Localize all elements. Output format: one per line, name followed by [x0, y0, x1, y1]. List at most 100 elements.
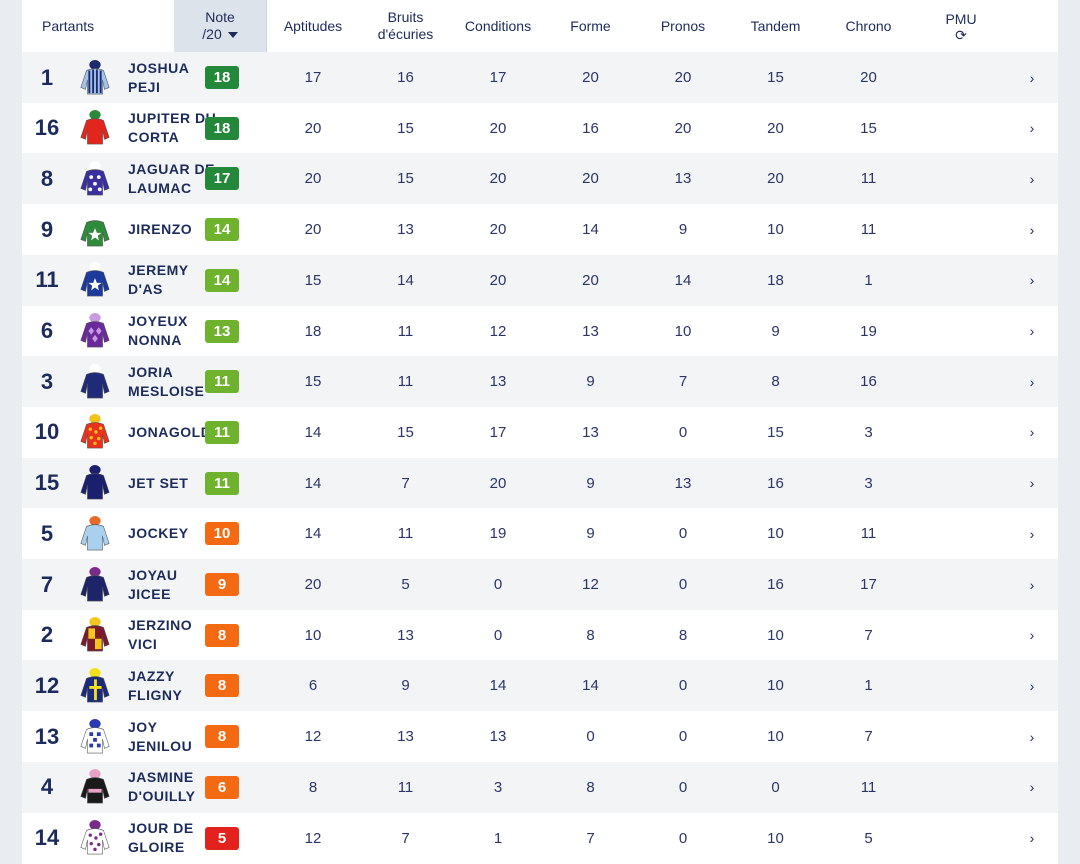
chevron-right-icon[interactable]: ›: [1029, 779, 1035, 796]
chevron-right-icon[interactable]: ›: [1029, 525, 1035, 542]
header-partants: Partants: [42, 17, 95, 34]
score-chrono: 3: [864, 423, 873, 441]
chevron-right-icon[interactable]: ›: [1029, 373, 1035, 390]
jockey-silk-icon: [76, 255, 114, 306]
score-chrono: 7: [864, 728, 873, 746]
jockey-silk-icon: [76, 52, 114, 103]
score-forme: 13: [582, 322, 599, 340]
score-chrono: 16: [860, 373, 877, 391]
horse-name[interactable]: JOY JENILOU: [128, 718, 193, 754]
chevron-right-icon[interactable]: ›: [1029, 627, 1035, 644]
score-chrono: 1: [864, 677, 873, 695]
score-pronos: 8: [678, 626, 688, 644]
horse-name[interactable]: JORIA MESLOISE: [128, 363, 205, 399]
score-conditions: 0: [493, 576, 503, 593]
runner-number: 6: [40, 318, 54, 343]
header-chrono: Chrono: [845, 17, 892, 34]
table-row[interactable]: 11 JEREMY D'AS 14 15 14 20 20 14 18 1 ›: [22, 254, 1058, 306]
header-note-sort[interactable]: Note /20: [174, 0, 266, 52]
table-row[interactable]: 16 JUPITER DU CORTA 18 20 15 20 16 20 20 15 ›: [22, 102, 1058, 154]
jockey-silk-icon: [76, 204, 114, 255]
table-row[interactable]: 12 JAZZY FLIGNY 8 6 9 14 14 0 10 1 ›: [22, 660, 1058, 712]
horse-name[interactable]: JOSHUA PEJI: [128, 59, 189, 95]
header-conditions: Conditions: [464, 17, 532, 34]
score-bruits: 9: [401, 677, 410, 695]
runner-number: 9: [40, 216, 54, 242]
header-pmu[interactable]: PMU ⟳: [945, 10, 977, 43]
table-row[interactable]: 8 JAGUAR DE LAUMAC 17 20 15 20 20 13 20 11 ›: [22, 153, 1058, 205]
horse-name[interactable]: JIRENZO: [128, 221, 193, 238]
chevron-right-icon[interactable]: ›: [1029, 272, 1035, 289]
header-forme: Forme: [570, 17, 611, 34]
chevron-right-icon[interactable]: ›: [1029, 677, 1035, 694]
horse-name[interactable]: JOYAU JICEE: [128, 566, 178, 602]
runner-number: 14: [34, 825, 60, 850]
horse-name[interactable]: JEREMY D'AS: [128, 262, 189, 298]
chevron-right-icon[interactable]: ›: [1029, 69, 1035, 86]
table-row[interactable]: 5 JOCKEY 10 14 11 19 9 0 10 11 ›: [22, 508, 1058, 560]
table-row[interactable]: 13 JOY JENILOU 8 12 13 13 0 0 10 7 ›: [22, 711, 1058, 763]
score-conditions: 20: [489, 474, 507, 492]
table-row[interactable]: 1 JOSHUA PEJI 18 17 16 17 20 20 15 20 ›: [22, 52, 1058, 103]
runner-number: 12: [34, 672, 60, 698]
chevron-right-icon[interactable]: ›: [1029, 221, 1035, 238]
table-row[interactable]: 10 JONAGOLD 11 14 15 17 13 0 15 3 ›: [22, 406, 1058, 458]
chevron-right-icon[interactable]: ›: [1029, 728, 1035, 745]
score-forme: 14: [582, 677, 599, 695]
score-chrono: 20: [860, 69, 877, 86]
note-badge: 14: [205, 218, 239, 242]
chevron-right-icon[interactable]: ›: [1029, 830, 1035, 846]
table-row[interactable]: 2 JERZINO VICI 8 10 13 0 8 8 10 7 ›: [22, 609, 1058, 661]
note-badge: 8: [205, 725, 239, 749]
score-conditions: 0: [493, 626, 503, 644]
horse-name[interactable]: JERZINO VICI: [128, 617, 193, 653]
score-forme: 14: [582, 221, 599, 239]
note-badge-cell: 11: [196, 458, 248, 509]
note-badge: 8: [205, 623, 239, 647]
horse-name[interactable]: JOCKEY: [128, 525, 189, 542]
horse-name[interactable]: JOYEUX NONNA: [128, 313, 188, 348]
chevron-right-icon[interactable]: ›: [1029, 170, 1035, 187]
score-tandem: 10: [767, 626, 784, 644]
jockey-silk-icon: [76, 559, 114, 610]
horse-name[interactable]: JASMINE D'OUILLY: [128, 769, 196, 805]
note-badge: 8: [205, 674, 239, 698]
score-bruits: 11: [397, 322, 414, 340]
chevron-right-icon[interactable]: ›: [1029, 576, 1035, 593]
table-row[interactable]: 14 JOUR DE GLOIRE 5 12 7 1 7 0 10 5 ›: [22, 812, 1058, 864]
table-row[interactable]: 3 JORIA MESLOISE 11 15 11 13 9 7 8 16 ›: [22, 356, 1058, 408]
table-row[interactable]: 6 JOYEUX NONNA 13 18 11 12 13 10 9 19 ›: [22, 305, 1058, 357]
refresh-icon[interactable]: ⟳: [955, 26, 967, 43]
horse-name[interactable]: JAGUAR DE LAUMAC: [128, 160, 215, 196]
table-row[interactable]: 4 JASMINE D'OUILLY 6 8 11 3 8 0 0 11 ›: [22, 761, 1058, 813]
score-tandem: 20: [767, 119, 784, 137]
horse-name[interactable]: JOUR DE GLOIRE: [128, 820, 194, 855]
score-pronos: 0: [678, 778, 688, 796]
score-aptitudes: 20: [304, 170, 322, 188]
table-row[interactable]: 15 JET SET 11 14 7 20 9 13 16 3 ›: [22, 457, 1058, 509]
sort-down-icon: [227, 32, 238, 39]
table-row[interactable]: 9 JIRENZO 14 20 13 20 14 9 10 11 ›: [22, 204, 1058, 256]
horse-name[interactable]: JUPITER DU CORTA: [128, 110, 217, 146]
chevron-right-icon[interactable]: ›: [1029, 120, 1035, 137]
score-aptitudes: 12: [304, 829, 322, 847]
jockey-silk-icon: [76, 356, 114, 407]
horse-name[interactable]: JET SET: [128, 474, 189, 491]
score-tandem: 8: [771, 373, 780, 391]
score-conditions: 20: [489, 271, 507, 289]
score-pronos: 9: [678, 221, 688, 239]
horse-name[interactable]: JONAGOLD: [128, 423, 212, 440]
note-badge-cell: 13: [196, 306, 248, 357]
score-forme: 0: [586, 728, 595, 746]
chevron-right-icon[interactable]: ›: [1029, 323, 1035, 339]
runner-number: 16: [34, 115, 60, 141]
chevron-right-icon[interactable]: ›: [1029, 424, 1035, 441]
table-row[interactable]: 7 JOYAU JICEE 9 20 5 0 12 0 16 17 ›: [22, 559, 1058, 610]
runner-number: 10: [34, 419, 60, 445]
runner-number: 4: [40, 774, 54, 800]
score-bruits: 11: [397, 778, 414, 796]
note-badge: 9: [205, 573, 239, 596]
chevron-right-icon[interactable]: ›: [1029, 475, 1035, 492]
horse-name[interactable]: JAZZY FLIGNY: [128, 667, 183, 703]
jockey-silk-icon: [76, 508, 114, 559]
